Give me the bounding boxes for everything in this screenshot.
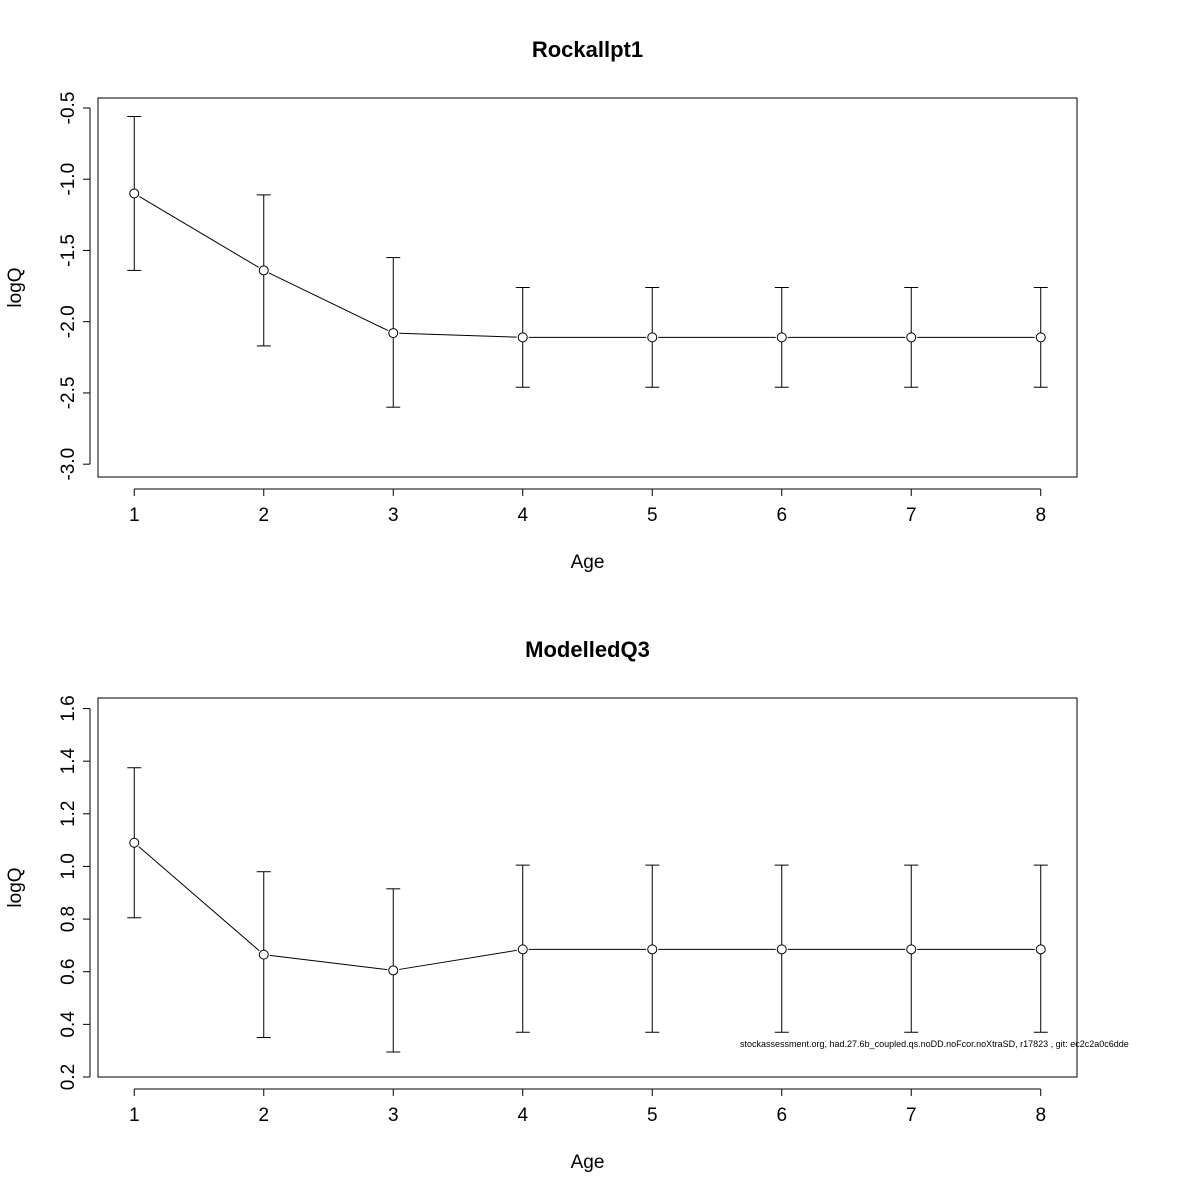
data-point: [388, 328, 399, 339]
y-tick-label: -2.5: [58, 377, 79, 410]
x-tick-label: 3: [388, 1105, 399, 1126]
x-tick-label: 7: [906, 1105, 917, 1126]
data-point: [517, 944, 528, 955]
x-tick-label: 6: [776, 1105, 787, 1126]
data-point: [776, 332, 787, 343]
y-axis-label: logQ: [5, 867, 26, 907]
chart-title: Rockallpt1: [532, 37, 643, 62]
series-segment: [269, 954, 388, 971]
x-tick-label: 1: [129, 1105, 140, 1126]
y-tick-label: -2.0: [58, 305, 79, 338]
x-tick-label: 6: [776, 505, 787, 526]
series-segment: [139, 196, 259, 268]
x-tick-label: 2: [258, 1105, 269, 1126]
x-tick-label: 5: [647, 505, 658, 526]
data-point: [258, 949, 269, 960]
y-tick-label: -0.5: [58, 92, 79, 125]
y-tick-label: 1.4: [58, 748, 79, 775]
x-tick-label: 3: [388, 505, 399, 526]
y-tick-label: 1.2: [58, 801, 79, 827]
panel-modelledq3: ModelledQ3 1 2 3 4 5 6 7 8 Age 0.2 0.4 0.6 0.8 1.0 1.2 1…: [5, 637, 1078, 1173]
data-point: [1035, 944, 1046, 955]
x-tick-label: 2: [258, 505, 269, 526]
data-point: [906, 944, 917, 955]
data-point: [647, 944, 658, 955]
y-tick-label: -1.5: [58, 234, 79, 267]
x-tick-label: 4: [517, 1105, 528, 1126]
x-tick-label: 1: [129, 505, 140, 526]
y-tick-label: 1.0: [58, 853, 79, 879]
data-point: [1035, 332, 1046, 343]
data-point: [517, 332, 528, 343]
series-segment: [268, 272, 389, 331]
y-tick-label: 0.8: [58, 906, 79, 932]
x-tick-label: 8: [1035, 1105, 1046, 1126]
data-point: [129, 188, 140, 199]
data-point: [906, 332, 917, 343]
y-tick-label: 0.6: [58, 959, 79, 985]
y-tick-label: 1.6: [58, 695, 79, 721]
series-segment: [138, 846, 260, 952]
footnote-text: stockassessment.org, had.27.6b_coupled.q…: [740, 1039, 1129, 1049]
x-tick-label: 7: [906, 505, 917, 526]
x-tick-label: 4: [517, 505, 528, 526]
plot-frame: [97, 697, 1078, 1078]
series-segment: [399, 332, 517, 338]
chart-title: ModelledQ3: [525, 637, 650, 662]
y-axis-label: logQ: [5, 267, 26, 307]
plot-frame: [97, 97, 1078, 478]
data-point: [258, 265, 269, 276]
y-tick-label: -3.0: [58, 448, 79, 481]
x-tick-label: 5: [647, 1105, 658, 1126]
x-axis-label: Age: [571, 552, 605, 573]
y-tick-label: 0.4: [58, 1011, 79, 1038]
series-segment: [399, 949, 517, 970]
y-tick-label: -1.0: [58, 163, 79, 196]
y-tick-label: 0.2: [58, 1064, 79, 1090]
data-point: [647, 332, 658, 343]
data-point: [776, 944, 787, 955]
x-tick-label: 8: [1035, 505, 1046, 526]
panel-rockallpt1: Rockallpt1 1 2 3 4 5 6 7 8 Age -3.0 -2.5 -2.0 -1.5 -1.…: [5, 37, 1078, 573]
data-point: [388, 965, 399, 976]
x-axis-label: Age: [571, 1152, 605, 1173]
data-point: [129, 837, 140, 848]
